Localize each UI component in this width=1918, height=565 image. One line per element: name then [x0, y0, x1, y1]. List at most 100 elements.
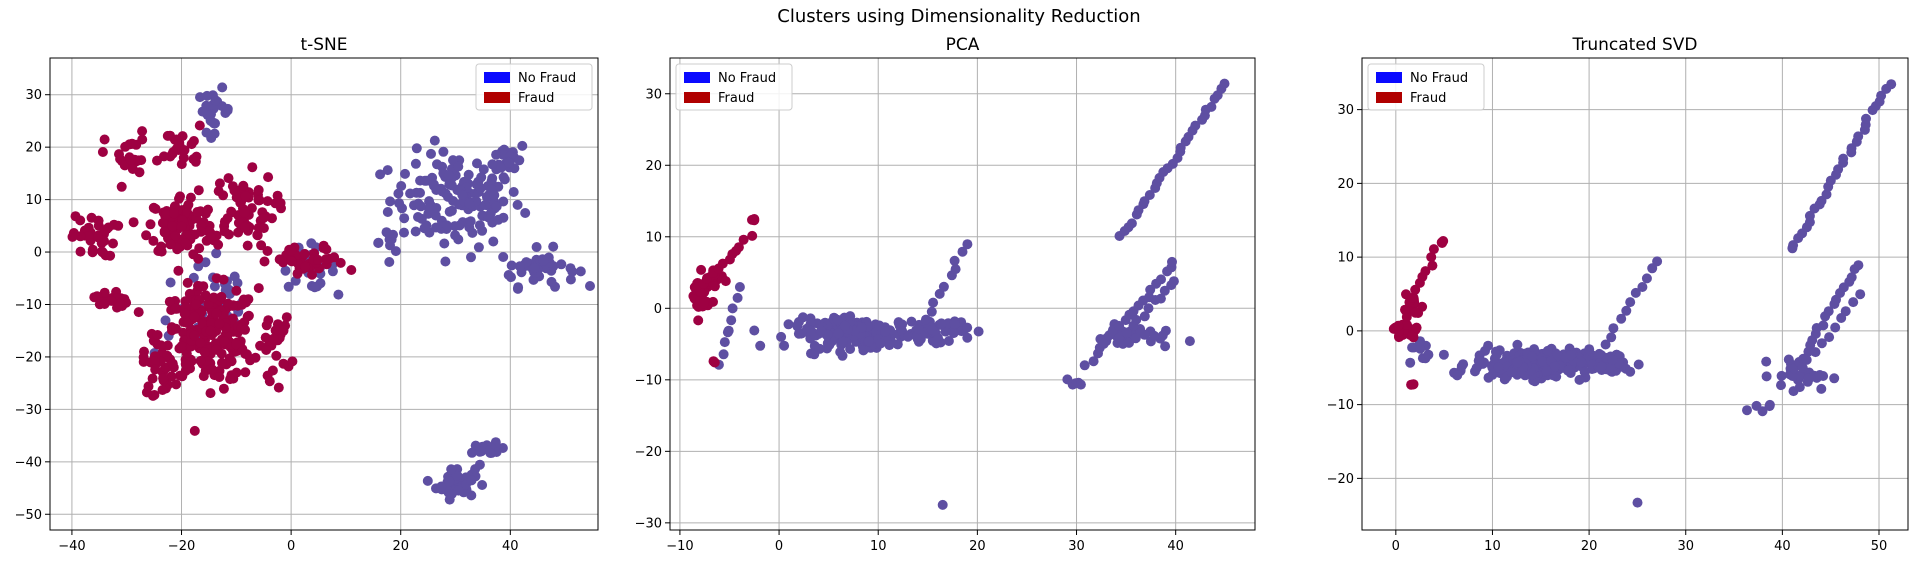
data-point-no-fraud [565, 274, 576, 285]
data-point-fraud [193, 185, 204, 196]
data-point-fraud [216, 348, 227, 359]
data-point-fraud [307, 269, 317, 280]
data-point-fraud [262, 196, 273, 207]
data-point-no-fraud [806, 325, 817, 336]
data-point-no-fraud [1594, 348, 1605, 359]
data-point-no-fraud [1855, 289, 1866, 300]
data-point-no-fraud [1776, 380, 1786, 391]
data-point-no-fraud [491, 149, 502, 160]
data-point-fraud [168, 147, 179, 158]
x-tick-label: 40 [502, 539, 519, 554]
data-point-fraud [218, 274, 229, 285]
data-point-fraud [281, 312, 292, 323]
data-point-no-fraud [962, 322, 973, 333]
data-point-fraud [261, 320, 272, 331]
legend: No Fraud Fraud [475, 63, 593, 111]
data-point-no-fraud [1157, 330, 1168, 341]
data-point-no-fraud [903, 331, 913, 342]
data-point-fraud [180, 359, 191, 369]
data-point-no-fraud [948, 328, 959, 339]
x-tick-label: 10 [870, 539, 887, 554]
data-point-no-fraud [1830, 322, 1841, 333]
data-point-fraud [287, 356, 298, 367]
data-point-fraud [176, 341, 187, 352]
y-tick-label: 10 [1337, 251, 1354, 266]
data-point-no-fraud [949, 319, 960, 330]
y-tick-label: 20 [1337, 177, 1354, 192]
data-point-no-fraud [413, 212, 423, 222]
data-point-no-fraud [485, 448, 496, 458]
data-point-fraud [733, 242, 744, 253]
data-point-no-fraud [1630, 287, 1641, 298]
x-tick-label: 30 [1677, 539, 1694, 554]
data-point-fraud [747, 214, 757, 225]
data-point-no-fraud [1607, 354, 1618, 365]
data-point-no-fraud [567, 266, 578, 277]
data-point-fraud [108, 238, 118, 249]
data-point-no-fraud [202, 90, 212, 101]
legend-swatch-no-fraud [1376, 72, 1402, 83]
data-point-no-fraud [927, 324, 938, 335]
data-point-fraud [185, 192, 196, 203]
y-tick-label: −10 [1327, 398, 1354, 413]
data-point-fraud [158, 373, 169, 384]
data-point-fraud [162, 130, 173, 141]
data-point-fraud [141, 230, 152, 241]
data-point-fraud [274, 254, 285, 265]
data-point-fraud [161, 209, 172, 220]
data-point-fraud [240, 191, 251, 202]
data-point-no-fraud [950, 264, 961, 275]
data-point-fraud [99, 225, 110, 236]
data-point-fraud [156, 340, 167, 351]
data-point-no-fraud [197, 106, 208, 117]
data-point-no-fraud [1542, 345, 1553, 356]
data-point-fraud [1427, 260, 1438, 271]
data-point-fraud [157, 385, 168, 395]
data-point-fraud [239, 222, 250, 233]
data-point-fraud [219, 336, 230, 347]
data-point-no-fraud [208, 117, 219, 128]
y-tick-label: −30 [15, 403, 42, 418]
data-point-fraud [259, 256, 270, 267]
data-point-no-fraud [431, 185, 442, 195]
data-point-fraud [205, 388, 216, 399]
legend: No Fraud Fraud [1367, 63, 1485, 111]
data-point-no-fraud [1126, 218, 1137, 229]
y-tick-label: −10 [15, 298, 42, 313]
data-point-fraud [1407, 292, 1418, 303]
data-point-no-fraud [1529, 344, 1540, 355]
data-point-fraud [162, 350, 173, 361]
data-point-no-fraud [466, 252, 476, 263]
data-point-no-fraud [1853, 131, 1864, 142]
data-point-no-fraud [1114, 320, 1125, 331]
data-point-no-fraud [444, 476, 455, 487]
data-point-fraud [242, 240, 253, 251]
points-group [1388, 79, 1897, 508]
data-point-no-fraud [864, 336, 875, 347]
data-point-no-fraud [1861, 113, 1871, 124]
x-tick-label: 0 [287, 539, 295, 554]
data-point-no-fraud [1814, 370, 1825, 380]
data-point-no-fraud [1190, 120, 1201, 131]
data-point-fraud [149, 390, 160, 400]
data-point-no-fraud [489, 190, 500, 201]
data-point-no-fraud [382, 165, 393, 176]
data-point-no-fraud [393, 188, 404, 199]
data-point-no-fraud [1562, 365, 1573, 376]
x-tick-label: −20 [168, 539, 195, 554]
data-point-fraud [693, 315, 704, 326]
data-point-fraud [225, 374, 236, 385]
data-point-no-fraud [723, 325, 734, 336]
data-point-fraud [128, 217, 139, 228]
data-point-fraud [262, 246, 273, 256]
data-point-no-fraud [512, 283, 523, 294]
data-point-fraud [738, 234, 749, 245]
x-tick-label: 40 [1774, 539, 1791, 554]
data-point-no-fraud [491, 201, 502, 212]
data-point-fraud [193, 280, 203, 291]
data-point-fraud [196, 226, 206, 237]
data-point-no-fraud [385, 240, 395, 251]
data-point-no-fraud [160, 315, 171, 326]
data-point-fraud [133, 307, 144, 318]
data-point-fraud [191, 299, 201, 310]
